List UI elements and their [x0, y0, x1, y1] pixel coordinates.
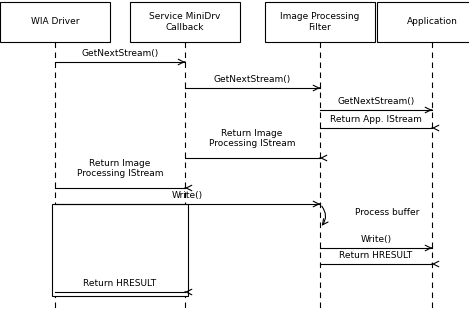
- Bar: [265, 2, 375, 42]
- Bar: [0, 2, 110, 42]
- Text: Return App. IStream: Return App. IStream: [330, 115, 422, 124]
- Bar: [377, 2, 469, 42]
- Text: Return HRESULT: Return HRESULT: [83, 279, 157, 288]
- Text: WIA Driver: WIA Driver: [31, 18, 79, 26]
- Text: Return Image
Processing IStream: Return Image Processing IStream: [209, 129, 295, 148]
- Text: Write(): Write(): [361, 235, 392, 244]
- Text: Return Image
Processing IStream: Return Image Processing IStream: [77, 158, 163, 178]
- Text: Return HRESULT: Return HRESULT: [340, 251, 413, 260]
- Bar: [130, 2, 240, 42]
- Text: Service MiniDrv
Callback: Service MiniDrv Callback: [149, 12, 221, 32]
- Text: GetNextStream(): GetNextStream(): [82, 49, 159, 58]
- Text: GetNextStream(): GetNextStream(): [337, 97, 415, 106]
- Text: Process buffer: Process buffer: [355, 208, 419, 217]
- Text: GetNextStream(): GetNextStream(): [213, 75, 291, 84]
- Text: Image Processing
Filter: Image Processing Filter: [280, 12, 360, 32]
- Bar: [52, 204, 188, 296]
- Text: Application: Application: [407, 18, 457, 26]
- Text: Write(): Write(): [172, 191, 203, 200]
